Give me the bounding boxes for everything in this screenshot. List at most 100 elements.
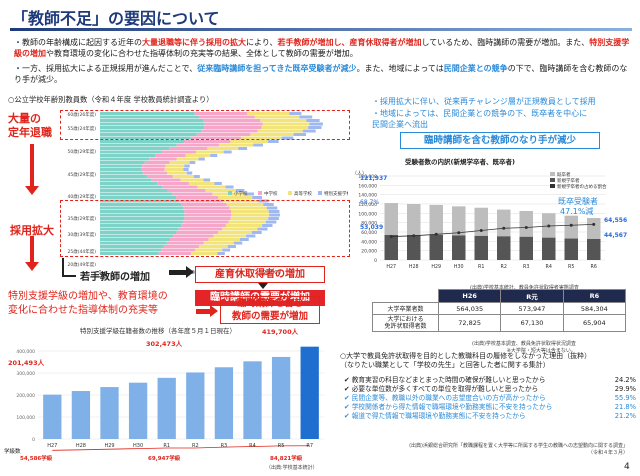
age-bar-segment	[193, 175, 200, 178]
age-bar-segment	[183, 206, 230, 210]
age-bar-segment	[173, 234, 214, 238]
page-number: 4	[624, 462, 630, 472]
age-bar-segment	[100, 154, 156, 157]
age-bar-segment	[169, 147, 208, 150]
age-legend-label: 中学校	[264, 190, 278, 197]
age-bar-segment	[257, 129, 303, 133]
age-label: 50歳(29年度)	[68, 148, 97, 155]
age-label: 60歳(26年度)	[68, 111, 97, 118]
special-bar	[157, 377, 176, 439]
table-row: 大学における 免許状取得者数 72,825 67,130 65,904	[372, 314, 627, 332]
age-bar-segment	[167, 171, 187, 175]
survey-item-text: ✔ 報道で得た情報で職場環境や勤務実態に不安を持ったから	[344, 412, 526, 420]
applicant-chart-title: 受験者数の内訳(新規学卒者、既卒者)	[405, 158, 515, 166]
age-legend-swatch	[228, 191, 232, 195]
age-bar-segment	[199, 245, 228, 248]
age-bar-segment	[205, 189, 236, 192]
age-bar-segment	[100, 252, 159, 255]
age-bar-segment	[100, 203, 182, 206]
applicant-bar-prior	[407, 204, 421, 235]
age-label: 40歳(29年度)	[68, 193, 97, 200]
age-bar-segment	[100, 192, 173, 196]
age-bar-segment	[100, 175, 147, 178]
retire-arrow-shaft	[30, 144, 34, 190]
age-bar-segment	[258, 199, 269, 203]
age-bar-segment	[188, 182, 215, 185]
leave-down-arrow	[258, 283, 268, 289]
applicant-label-total: 121,937	[360, 175, 388, 182]
applicant-ratio-polyline	[391, 223, 594, 237]
age-bar-segment	[241, 136, 282, 140]
young-arrow-shaft	[169, 270, 189, 275]
survey-item-text: ✔ 民間企業等、教職以外の職業への志望度合いの方が高かったから	[344, 394, 546, 402]
applicant-y-tick: 180,000	[358, 174, 377, 180]
age-bar-segment	[183, 168, 189, 171]
table-cell: 584,304	[562, 302, 627, 315]
age-bar-segment	[100, 168, 142, 171]
special-bar	[128, 382, 148, 439]
age-bar-segment	[181, 224, 226, 227]
age-bar-segment	[267, 140, 279, 143]
age-bar-segment	[253, 143, 264, 147]
table-cell: 72,825	[437, 314, 502, 332]
applicant-y-tick: 40,000	[361, 239, 377, 245]
applicant-x-label: H30	[454, 264, 464, 270]
age-bar-segment	[306, 119, 320, 122]
applicant-label-r6-grad: 44,567	[604, 232, 628, 239]
age-bar-segment	[176, 196, 219, 199]
age-bar-segment	[158, 252, 192, 255]
special-label-r2: 302,473人	[146, 340, 183, 348]
age-bar-segment	[217, 252, 225, 255]
age-bar-segment	[100, 245, 164, 248]
age-bar-segment	[269, 213, 280, 217]
special-class-polyline	[52, 445, 310, 451]
table-cell: 67,130	[500, 314, 564, 332]
age-bar-segment	[100, 133, 197, 136]
age-bar-segment	[184, 210, 231, 213]
young-teacher-label: 若手教師の増加	[80, 272, 150, 283]
age-bar-segment	[146, 175, 173, 178]
age-bar-segment	[190, 136, 242, 140]
special-needs-label: 特別支援学級の増加や、教育環境の 変化に合わせた指導体制の充実等	[8, 291, 168, 316]
applicant-y-tick: 100,000	[358, 211, 377, 217]
age-bar-segment	[167, 189, 206, 192]
age-bar-segment	[262, 122, 310, 126]
age-bar-segment	[185, 154, 211, 157]
applicant-bar-prior	[587, 218, 601, 239]
special-source: （出典:学校基本統計）	[266, 465, 318, 471]
applicant-bar-prior	[497, 209, 511, 237]
applicant-bar-graduates	[384, 234, 398, 260]
applicant-y-tick: 80,000	[361, 221, 377, 227]
special-y-tick: 200,000	[16, 393, 35, 399]
survey-item-text: ✔ 必要な単位数が多くすべての単位を取得が難しいと思ったから	[344, 385, 539, 393]
table-header-cell	[372, 289, 439, 303]
special-x-label: R5	[278, 443, 285, 449]
hire-highlight-box	[60, 200, 350, 257]
special-x-label: R1	[163, 443, 170, 449]
age-x-tick: 20,000	[263, 270, 281, 276]
special-y-tick: 300,000	[16, 371, 35, 377]
age-bar-segment	[100, 143, 177, 147]
survey-source: (出典)浜銀総合研究所「教職課程を置く大学等に所属する学生の教職への志望動向に関…	[409, 443, 628, 456]
special-x-labels: H27 H28 H29 H30 R1 R2 R3 R4 R5 R7	[47, 443, 313, 449]
applicant-bar-graduates	[452, 235, 466, 260]
age-bar-segment	[239, 238, 249, 241]
age-bar-segment	[263, 203, 274, 206]
age-bar-segment	[191, 252, 218, 255]
age-bar-segment	[176, 143, 219, 147]
page-title: 「教師不足」の要因について	[12, 9, 220, 28]
applicant-x-label: H29	[431, 264, 441, 270]
age-bar-segment	[100, 129, 202, 133]
special-bar	[100, 387, 119, 439]
special-unit-label: 学級数	[4, 449, 21, 455]
applicant-y-tick: 140,000	[358, 193, 377, 199]
hire-arrow-shaft	[30, 236, 34, 266]
age-bar-segment	[184, 217, 231, 220]
age-bar-segment	[100, 189, 168, 192]
applicant-bar-graduates	[519, 236, 533, 260]
right-bullet-1: ・採用拡大に伴い、従来再チャレンジ層が正規教員として採用	[372, 97, 596, 106]
age-bar-segment	[182, 220, 229, 224]
age-bar-segment	[100, 164, 143, 168]
age-bar-segment	[204, 122, 263, 126]
